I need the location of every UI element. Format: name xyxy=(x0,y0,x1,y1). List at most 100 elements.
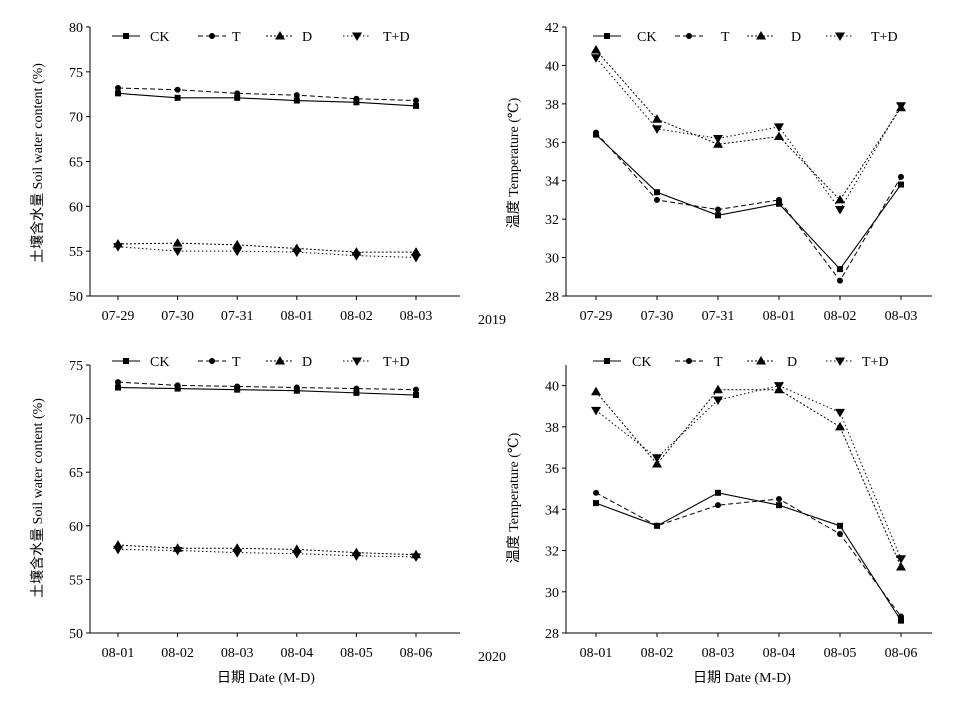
y-tick-label: 65 xyxy=(69,156,83,171)
legend-label: T xyxy=(721,30,730,45)
data-point-ck xyxy=(293,387,300,394)
x-tick-label: 08-04 xyxy=(763,646,796,661)
x-tick-label: 08-06 xyxy=(400,646,433,661)
data-point-t-d xyxy=(411,253,421,263)
data-point-t xyxy=(413,386,419,393)
data-point-t xyxy=(234,90,241,97)
data-point-t xyxy=(353,385,360,392)
legend-marker xyxy=(275,356,285,365)
x-tick-label: 08-03 xyxy=(702,646,735,661)
data-point-d xyxy=(713,139,723,148)
data-point-t-d xyxy=(232,549,243,558)
chart-panel-4: 28 30 32 34 36 38 40 08-01 08-02 08-03 08-04 08-05 0… xyxy=(506,355,932,686)
x-tick-label: 07-29 xyxy=(102,309,135,324)
legend: CK T D T+D xyxy=(112,30,410,45)
series-line-t xyxy=(595,492,902,617)
x-tick-label: 08-02 xyxy=(641,646,674,661)
data-point-t xyxy=(174,382,181,389)
legend-marker xyxy=(756,31,766,40)
data-point-ck xyxy=(234,94,241,101)
data-point-t-d xyxy=(774,382,784,391)
y-tick-label: 50 xyxy=(69,627,83,642)
data-point-t xyxy=(234,383,241,390)
y-axis-label: 温度 Temperature (℃) xyxy=(506,97,522,228)
x-tick-label: 08-05 xyxy=(824,646,857,661)
data-point-t-d xyxy=(291,248,302,258)
legend-label: T xyxy=(232,355,241,370)
y-tick-label: 30 xyxy=(545,586,559,601)
legend: CK T D T+D xyxy=(112,355,410,370)
legend-marker xyxy=(835,357,845,366)
series-line-t-d xyxy=(595,385,902,559)
chart-panel-3: 50 55 60 65 70 75 08-01 08-02 08-03 08-04 08-05 08-… xyxy=(29,355,460,686)
y-tick-label: 75 xyxy=(69,66,83,81)
y-tick-label: 28 xyxy=(545,627,559,642)
y-tick-label: 70 xyxy=(69,111,83,126)
data-point-t xyxy=(353,95,360,102)
data-point-t-d xyxy=(232,247,243,257)
x-tick-label: 08-02 xyxy=(340,309,373,324)
data-point-d xyxy=(232,239,243,249)
legend-label: T+D xyxy=(383,30,410,45)
data-point-t xyxy=(776,196,782,203)
x-tick-label: 08-02 xyxy=(824,309,857,324)
data-point-ck xyxy=(413,392,419,399)
data-point-ck xyxy=(898,617,904,624)
data-point-t xyxy=(593,129,599,136)
data-point-ck xyxy=(654,189,660,196)
legend-marker xyxy=(686,33,692,39)
series-line-t xyxy=(595,132,902,282)
y-tick-label: 30 xyxy=(545,252,559,267)
legend-label: CK xyxy=(150,30,169,45)
data-point-ck xyxy=(413,102,419,109)
data-point-t-d xyxy=(713,134,723,144)
data-point-ck xyxy=(837,266,843,273)
data-point-d xyxy=(652,458,662,468)
y-axis-label: 土壤含水量 Soil water content (%) xyxy=(29,398,46,598)
data-point-ck xyxy=(776,502,782,509)
data-point-d xyxy=(591,45,601,54)
y-tick-label: 28 xyxy=(545,290,559,305)
legend-marker xyxy=(604,358,610,364)
data-point-t-d xyxy=(896,555,906,564)
x-tick-label: 08-03 xyxy=(885,309,918,324)
data-point-ck xyxy=(353,99,360,106)
data-point-t-d xyxy=(291,550,302,559)
data-point-d xyxy=(835,194,845,204)
data-point-ck xyxy=(174,385,181,392)
data-point-t xyxy=(776,496,782,502)
y-tick-label: 36 xyxy=(545,462,559,477)
data-point-t-d xyxy=(652,125,662,134)
data-point-ck xyxy=(115,90,121,97)
data-point-t-d xyxy=(652,454,662,463)
legend-marker xyxy=(275,31,285,40)
x-tick-label: 08-02 xyxy=(161,646,194,661)
y-tick-label: 32 xyxy=(545,213,559,228)
legend-marker xyxy=(352,32,362,41)
legend-marker xyxy=(835,32,845,41)
data-point-d xyxy=(652,114,662,123)
series-line-ck xyxy=(595,492,902,621)
y-tick-label: 42 xyxy=(545,21,559,36)
data-point-t xyxy=(837,277,843,284)
legend-marker xyxy=(123,358,129,364)
x-tick-label: 07-31 xyxy=(221,309,254,324)
legend-marker xyxy=(756,356,766,365)
series-line-d xyxy=(595,389,902,568)
data-point-t xyxy=(715,502,721,509)
data-point-t xyxy=(293,92,300,99)
y-axis-label: 温度 Temperature (℃) xyxy=(506,432,522,563)
data-point-ck xyxy=(837,522,843,529)
data-point-t-d xyxy=(774,123,784,132)
data-point-d xyxy=(835,421,845,431)
legend: CK T D T+D xyxy=(593,30,898,45)
data-point-ck xyxy=(593,500,599,507)
y-tick-label: 38 xyxy=(545,421,559,436)
y-tick-label: 50 xyxy=(69,290,83,305)
legend-label: T xyxy=(232,30,241,45)
legend-marker xyxy=(209,33,215,39)
series-line-d xyxy=(117,242,416,253)
data-point-t-d xyxy=(591,406,601,416)
legend-marker xyxy=(686,358,692,364)
